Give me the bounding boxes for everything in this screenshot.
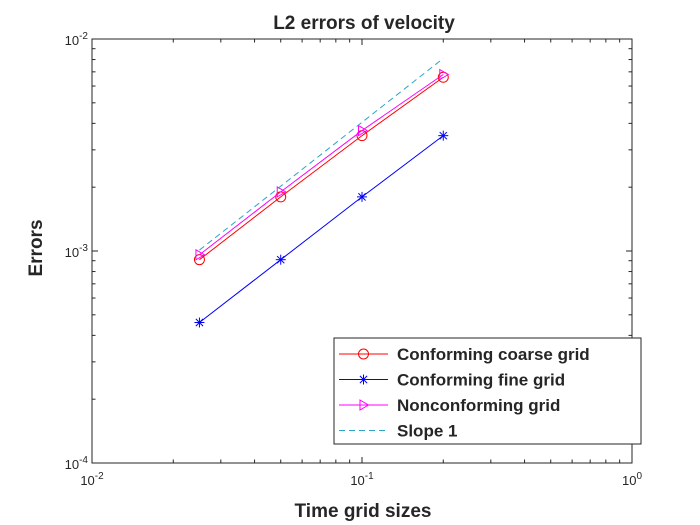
x-tick-label: 10-1 [350,471,374,488]
asterisk-stroke [358,192,366,201]
data-point [357,191,367,202]
legend-entry-slope-1: Slope 1 [339,422,457,441]
asterisk-stroke [195,318,204,327]
asterisk-stroke [276,255,285,264]
x-tick-label: 10-2 [80,471,104,488]
data-point [195,248,206,261]
y-tick-label: 10-4 [65,455,89,472]
legend-marker [358,348,369,360]
legend-box [333,337,642,445]
series-slope-1 [199,58,444,251]
legend-entry-nonconforming-grid: Nonconforming grid [339,396,560,415]
series-nonconforming-grid [195,68,450,261]
legend-label: Conforming fine grid [397,371,565,390]
chart-title: L2 errors of velocity [273,13,455,34]
data-point [276,186,287,198]
x-axis-label: Time grid sizes [295,501,432,522]
legend-marker [358,374,369,385]
y-tick-label: 10-2 [65,31,89,48]
legend-entry-conforming-fine-grid: Conforming fine grid [339,371,565,390]
series-line [199,74,444,256]
x-tick-label: 100 [622,471,642,488]
series-line [199,58,444,251]
y-tick-label: 10-3 [65,243,89,260]
series-line [199,76,444,261]
asterisk-stroke [359,375,368,384]
legend-entry-conforming-coarse-grid: Conforming coarse grid [339,345,590,364]
legend: Conforming coarse grid Conforming fine gr… [333,337,642,445]
legend-label: Slope 1 [397,422,457,441]
data-point [439,68,450,81]
series-line [199,135,444,323]
series-conforming-fine-grid [194,130,449,328]
legend-marker [359,399,370,411]
data-point [275,254,286,265]
data-point [438,130,449,141]
series-layer [193,58,450,328]
y-axis-label: Errors [26,219,47,276]
data-point [437,71,449,83]
ticks-layer: 10-2 10-1 100 10-4 10-3 10-2 [65,31,643,488]
legend-label: Conforming coarse grid [397,345,590,364]
asterisk-stroke [439,131,448,140]
data-point [358,124,368,137]
legend-label: Nonconforming grid [397,396,560,415]
data-point [194,317,205,328]
